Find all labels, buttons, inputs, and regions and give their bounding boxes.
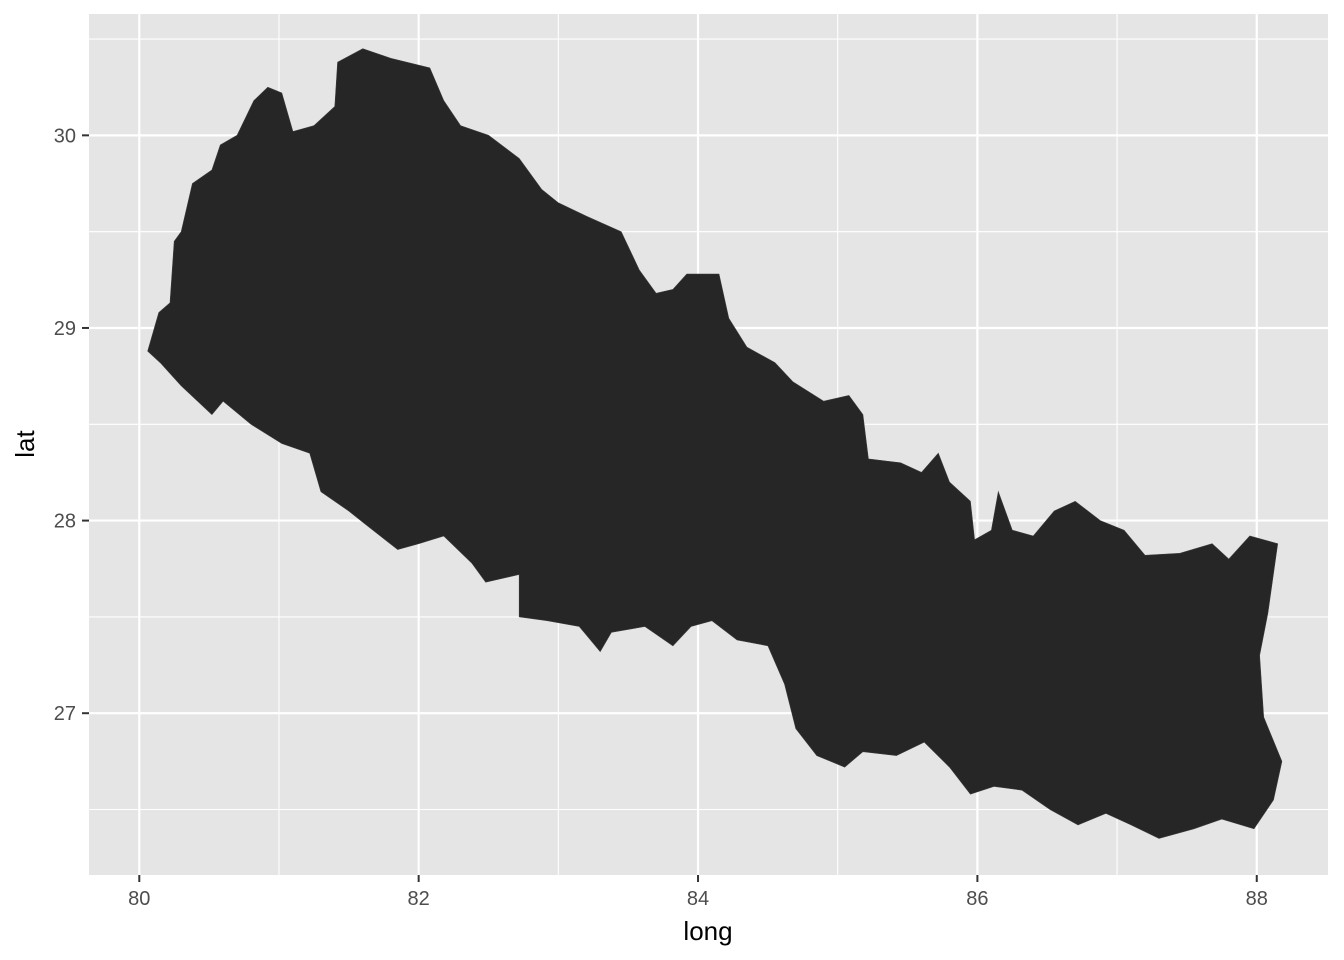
x-axis-title: long bbox=[683, 916, 732, 946]
y-tick-label: 28 bbox=[54, 511, 76, 533]
country-polygon bbox=[147, 48, 1283, 839]
x-tick-label: 82 bbox=[408, 888, 430, 910]
y-tick-label: 27 bbox=[54, 703, 76, 725]
x-tick-label: 88 bbox=[1246, 888, 1268, 910]
y-tick-label: 29 bbox=[54, 318, 76, 340]
y-axis: 27 28 29 30 bbox=[54, 125, 89, 725]
x-tick-label: 86 bbox=[966, 888, 988, 910]
x-tick-label: 80 bbox=[128, 888, 150, 910]
x-axis: 80 82 84 86 88 bbox=[128, 875, 1268, 910]
y-axis-title: lat bbox=[10, 429, 40, 457]
y-tick-label: 30 bbox=[54, 125, 76, 147]
x-tick-label: 84 bbox=[687, 888, 709, 910]
